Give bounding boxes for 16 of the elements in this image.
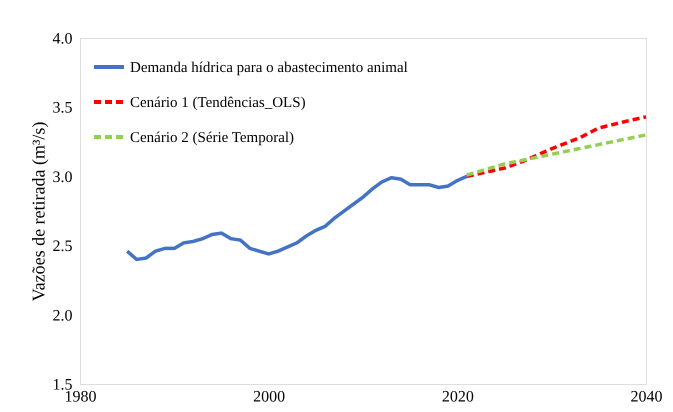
x-tick-label: 2040 bbox=[630, 388, 662, 406]
y-axis-title: Vazões de retirada (m³/s) bbox=[28, 122, 48, 302]
y-tick-label: 3.0 bbox=[52, 168, 72, 186]
legend-label: Cenário 2 (Série Temporal) bbox=[130, 130, 294, 146]
legend-label: Demanda hídrica para o abastecimento animal bbox=[130, 60, 408, 76]
y-tick-label: 2.5 bbox=[52, 238, 72, 256]
y-tick-label: 3.5 bbox=[52, 100, 72, 117]
x-tick-label: 2020 bbox=[442, 388, 474, 406]
line-series bbox=[125, 174, 469, 262]
y-tick-label: 4.0 bbox=[52, 30, 72, 48]
x-tick-label: 2000 bbox=[253, 388, 286, 406]
line-series bbox=[465, 115, 648, 178]
line-series bbox=[465, 133, 648, 177]
x-tick-label: 1980 bbox=[64, 388, 96, 406]
legend-label: Cenário 1 (Tendências_OLS) bbox=[130, 95, 306, 111]
y-tick-label: 2.0 bbox=[52, 307, 72, 324]
